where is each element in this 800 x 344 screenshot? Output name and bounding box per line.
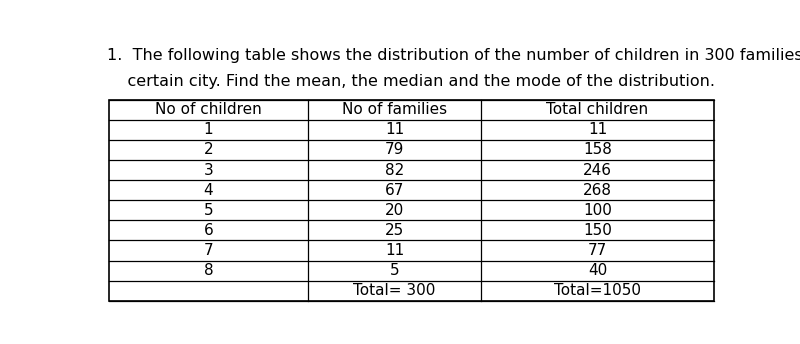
- Text: 20: 20: [385, 203, 404, 218]
- Text: 11: 11: [385, 243, 404, 258]
- Text: 8: 8: [204, 263, 214, 278]
- Text: 1.  The following table shows the distribution of the number of children in 300 : 1. The following table shows the distrib…: [107, 48, 800, 63]
- Text: 25: 25: [385, 223, 404, 238]
- Text: 5: 5: [390, 263, 399, 278]
- Text: 158: 158: [583, 142, 612, 158]
- Text: 67: 67: [385, 183, 404, 198]
- Text: Total=1050: Total=1050: [554, 283, 641, 298]
- Text: No of children: No of children: [155, 102, 262, 117]
- Text: 79: 79: [385, 142, 404, 158]
- Text: 3: 3: [204, 162, 214, 178]
- Text: 150: 150: [583, 223, 612, 238]
- Text: 77: 77: [588, 243, 607, 258]
- Text: 11: 11: [385, 122, 404, 137]
- Text: 1: 1: [204, 122, 214, 137]
- Text: 5: 5: [204, 203, 214, 218]
- Text: 268: 268: [583, 183, 612, 198]
- Text: 82: 82: [385, 162, 404, 178]
- Text: Total children: Total children: [546, 102, 649, 117]
- Text: 7: 7: [204, 243, 214, 258]
- Text: 11: 11: [588, 122, 607, 137]
- Text: 40: 40: [588, 263, 607, 278]
- Text: 246: 246: [583, 162, 612, 178]
- Text: 100: 100: [583, 203, 612, 218]
- Text: 6: 6: [204, 223, 214, 238]
- Text: Total= 300: Total= 300: [354, 283, 436, 298]
- Text: 2: 2: [204, 142, 214, 158]
- Text: 4: 4: [204, 183, 214, 198]
- Text: No of families: No of families: [342, 102, 447, 117]
- Text: certain city. Find the mean, the median and the mode of the distribution.: certain city. Find the mean, the median …: [107, 74, 715, 89]
